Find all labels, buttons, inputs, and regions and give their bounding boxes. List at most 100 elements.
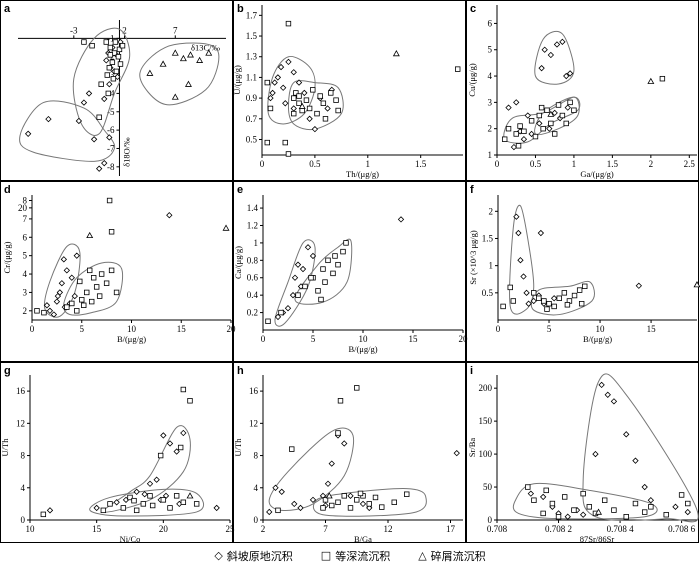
y-axis-title: δ18O/‰	[121, 137, 131, 167]
panel-letter-f: f	[470, 184, 474, 196]
square-point	[335, 430, 341, 436]
square-point	[505, 125, 512, 132]
square-point	[317, 93, 323, 99]
x-tick-label: 5	[311, 334, 316, 344]
x-axis-title: Ga/(μg/g)	[580, 169, 614, 179]
y-tick-label: 2	[23, 306, 28, 316]
diamond-point	[282, 100, 289, 107]
diamond-point	[290, 69, 297, 76]
y-tick-label: 12	[16, 418, 25, 428]
panel-frame-a	[0, 0, 233, 181]
diamond-point	[106, 81, 113, 88]
diamond-point	[366, 504, 373, 512]
diamond-point	[515, 229, 522, 237]
x-tick-label: 1	[366, 159, 371, 169]
triangle-point	[184, 80, 192, 87]
y-tick-label: 0	[488, 515, 493, 525]
square-point	[571, 507, 577, 513]
square-point	[347, 505, 354, 511]
y-tick-label: 12	[249, 418, 258, 428]
y-tick-label: 6	[23, 232, 28, 242]
diamond-point	[160, 432, 167, 439]
square-point	[531, 290, 537, 296]
square-point	[140, 501, 147, 507]
x-tick-label: 10	[596, 324, 606, 334]
square-point	[564, 302, 571, 308]
diamond-point	[114, 73, 121, 81]
x-tick-label: 12	[384, 524, 393, 534]
diamond-point	[530, 297, 537, 305]
square-point	[131, 497, 137, 504]
x-tick-label: 0	[261, 334, 266, 344]
square-point	[193, 501, 200, 507]
square-point	[291, 95, 297, 101]
panel-letter-g: g	[4, 365, 11, 377]
y-tick-label: 100	[479, 449, 493, 459]
square-point	[306, 105, 313, 112]
x-tick-label: 5	[547, 324, 552, 334]
diamond-point	[291, 274, 299, 281]
diamond-point	[101, 159, 108, 167]
cluster-outline	[274, 239, 316, 327]
square-point	[521, 128, 527, 135]
x-tick-label: 20	[459, 334, 469, 344]
y-tick-label: -6	[107, 125, 115, 135]
square-point	[500, 303, 506, 310]
diamond-point	[566, 70, 574, 77]
square-point	[147, 493, 153, 499]
square-point	[536, 295, 542, 301]
x-tick-label: 10	[127, 324, 137, 334]
square-point	[109, 59, 116, 65]
y-tick-label: 5	[23, 251, 28, 261]
cluster-outline	[530, 280, 595, 316]
square-point	[64, 304, 70, 310]
diamond-point	[60, 256, 68, 263]
square-point	[278, 309, 284, 316]
square-point	[540, 125, 546, 132]
diamond-point	[505, 104, 512, 111]
triangle-point	[187, 51, 194, 58]
square-point	[555, 102, 562, 108]
square-point	[177, 444, 184, 451]
y-axis-title: Cr/(μg/g)	[2, 241, 12, 273]
square-point	[648, 504, 654, 510]
diamond-point	[71, 292, 78, 300]
square-point	[354, 497, 360, 503]
square-point	[536, 112, 543, 119]
square-point	[315, 288, 321, 294]
square-point	[113, 289, 120, 296]
y-tick-label: 0.5	[482, 288, 494, 298]
square-point	[322, 497, 329, 503]
diamond-point	[133, 488, 140, 495]
x-axis-title: δ13C/‰	[191, 42, 221, 52]
diamond-point	[295, 79, 303, 86]
x-tick-label: 15	[92, 524, 102, 534]
cluster-outline	[139, 42, 220, 106]
y-axis-title: Ca/(μg/g)	[233, 246, 243, 279]
diamond-point	[541, 46, 548, 53]
x-axis-title: B/Ga	[354, 534, 372, 543]
x-tick-label: 0.708	[487, 524, 508, 534]
legend-item-contour: □ 等深流沉积	[321, 548, 390, 564]
y-tick-label: 50	[483, 482, 493, 492]
square-point	[81, 302, 87, 308]
square-point	[265, 318, 271, 324]
square-point	[77, 278, 83, 285]
square-point	[120, 505, 127, 511]
square-point	[611, 507, 617, 513]
cluster-outline	[72, 27, 131, 136]
diamond-point	[513, 213, 520, 220]
triangle-point	[171, 93, 179, 100]
square-point	[302, 283, 308, 290]
square-point	[330, 270, 336, 277]
diamond-point	[279, 84, 287, 91]
x-tick-label: 0.708 2	[545, 524, 572, 534]
panel-letter-c: c	[470, 3, 476, 15]
y-axis-title: U/Th	[0, 438, 10, 457]
square-point	[303, 97, 310, 103]
square-point	[107, 501, 113, 507]
square-point	[119, 42, 126, 49]
diamond-point	[285, 58, 292, 66]
square-point	[87, 267, 93, 274]
figure-panels: abcdefghi-327-1-2-3-4-5-6-7-8δ13C/‰δ18O/…	[0, 0, 700, 543]
